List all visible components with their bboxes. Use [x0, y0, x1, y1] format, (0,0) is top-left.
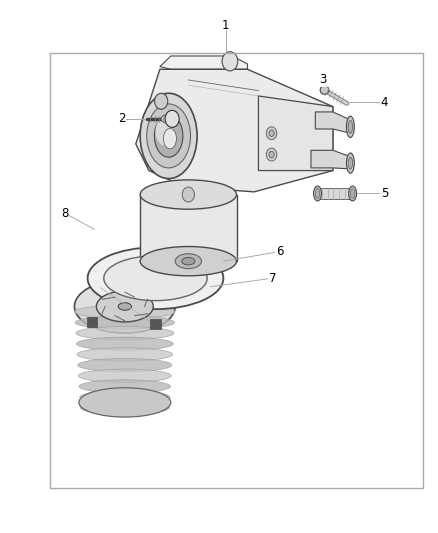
Ellipse shape: [155, 116, 173, 145]
Ellipse shape: [350, 189, 355, 198]
Polygon shape: [258, 96, 333, 171]
Bar: [87, 317, 97, 327]
Circle shape: [182, 187, 194, 202]
Ellipse shape: [348, 157, 353, 169]
Ellipse shape: [346, 153, 354, 173]
Circle shape: [266, 148, 277, 161]
Ellipse shape: [104, 256, 207, 301]
Ellipse shape: [76, 337, 173, 351]
Text: 5: 5: [381, 187, 388, 200]
Bar: [50, 53, 423, 488]
Text: 3: 3: [320, 74, 327, 86]
Text: 1: 1: [222, 19, 230, 31]
Ellipse shape: [79, 388, 171, 417]
Ellipse shape: [140, 180, 237, 209]
Ellipse shape: [118, 303, 131, 310]
Circle shape: [266, 127, 277, 140]
Text: 8: 8: [61, 207, 68, 220]
Ellipse shape: [75, 316, 174, 329]
Ellipse shape: [346, 116, 354, 138]
Text: 6: 6: [276, 245, 283, 258]
Ellipse shape: [77, 348, 173, 361]
Ellipse shape: [349, 186, 357, 201]
Polygon shape: [160, 56, 247, 69]
Ellipse shape: [182, 257, 195, 265]
Ellipse shape: [161, 115, 171, 123]
Polygon shape: [136, 69, 333, 192]
Ellipse shape: [147, 104, 191, 168]
Ellipse shape: [154, 115, 183, 157]
Circle shape: [222, 52, 238, 71]
Circle shape: [155, 93, 168, 109]
Circle shape: [269, 130, 274, 136]
Ellipse shape: [96, 291, 153, 322]
Bar: [150, 319, 161, 329]
Ellipse shape: [78, 369, 171, 383]
Text: 4: 4: [381, 96, 389, 109]
Ellipse shape: [175, 254, 201, 269]
Ellipse shape: [80, 390, 170, 404]
Text: 7: 7: [268, 272, 276, 285]
Polygon shape: [311, 150, 350, 169]
Bar: [140, 195, 237, 261]
Ellipse shape: [320, 86, 329, 94]
Ellipse shape: [79, 379, 170, 393]
Ellipse shape: [140, 246, 237, 276]
Ellipse shape: [74, 305, 175, 318]
Bar: [318, 188, 353, 199]
Circle shape: [165, 110, 179, 127]
Ellipse shape: [78, 359, 172, 372]
Ellipse shape: [74, 280, 175, 333]
Ellipse shape: [80, 401, 169, 415]
Ellipse shape: [348, 120, 353, 133]
Ellipse shape: [163, 128, 177, 149]
Polygon shape: [315, 112, 350, 133]
Ellipse shape: [314, 186, 321, 201]
Ellipse shape: [315, 189, 320, 198]
Ellipse shape: [76, 326, 174, 340]
Circle shape: [269, 151, 274, 158]
Ellipse shape: [88, 247, 223, 309]
Ellipse shape: [140, 93, 197, 179]
Text: 2: 2: [118, 112, 126, 125]
